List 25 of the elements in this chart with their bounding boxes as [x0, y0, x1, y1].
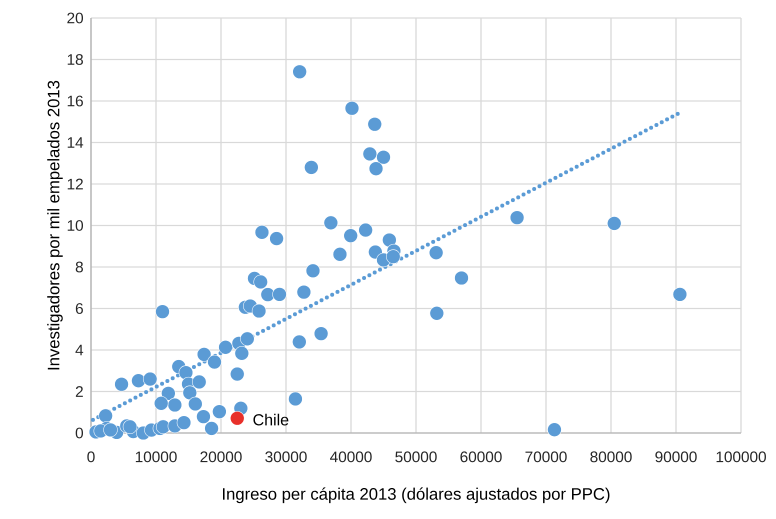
y-tick-label: 20 — [67, 12, 84, 24]
y-tick-label: 18 — [68, 54, 83, 65]
y-tick-label: 14 — [68, 137, 84, 148]
x-tick-label: 100000 — [716, 451, 766, 462]
x-tick-label: 60000 — [460, 451, 502, 462]
y-tick-label: 10 — [68, 220, 84, 231]
x-tick-label: 20000 — [200, 451, 242, 462]
x-tick-label: 10000 — [136, 451, 177, 462]
y-tick-label: 0 — [76, 428, 84, 438]
x-tick-label: 90000 — [655, 451, 697, 462]
x-tick-label: 0 — [87, 451, 95, 462]
x-tick-label: 80000 — [590, 451, 632, 462]
x-tick-label: 70000 — [525, 451, 567, 462]
annotation: Chile — [253, 414, 288, 426]
y-tick-label: 2 — [76, 386, 83, 397]
y-tick-label: 16 — [68, 96, 83, 106]
y-tick-label: 6 — [76, 303, 83, 314]
y-tick-label: 4 — [75, 344, 84, 356]
x-tick-label: 40000 — [330, 451, 372, 462]
y-tick-label: 8 — [76, 262, 83, 272]
x-tick-label: 30000 — [265, 451, 307, 462]
x-tick-label: 50000 — [395, 451, 437, 462]
x-axis-title: Ingreso per cápita 2013 (dólares ajustados por PPC) — [222, 487, 610, 504]
y-tick-label: 12 — [68, 178, 83, 190]
y-axis-title: Investigadores por mil empelados 2013 — [47, 80, 63, 370]
